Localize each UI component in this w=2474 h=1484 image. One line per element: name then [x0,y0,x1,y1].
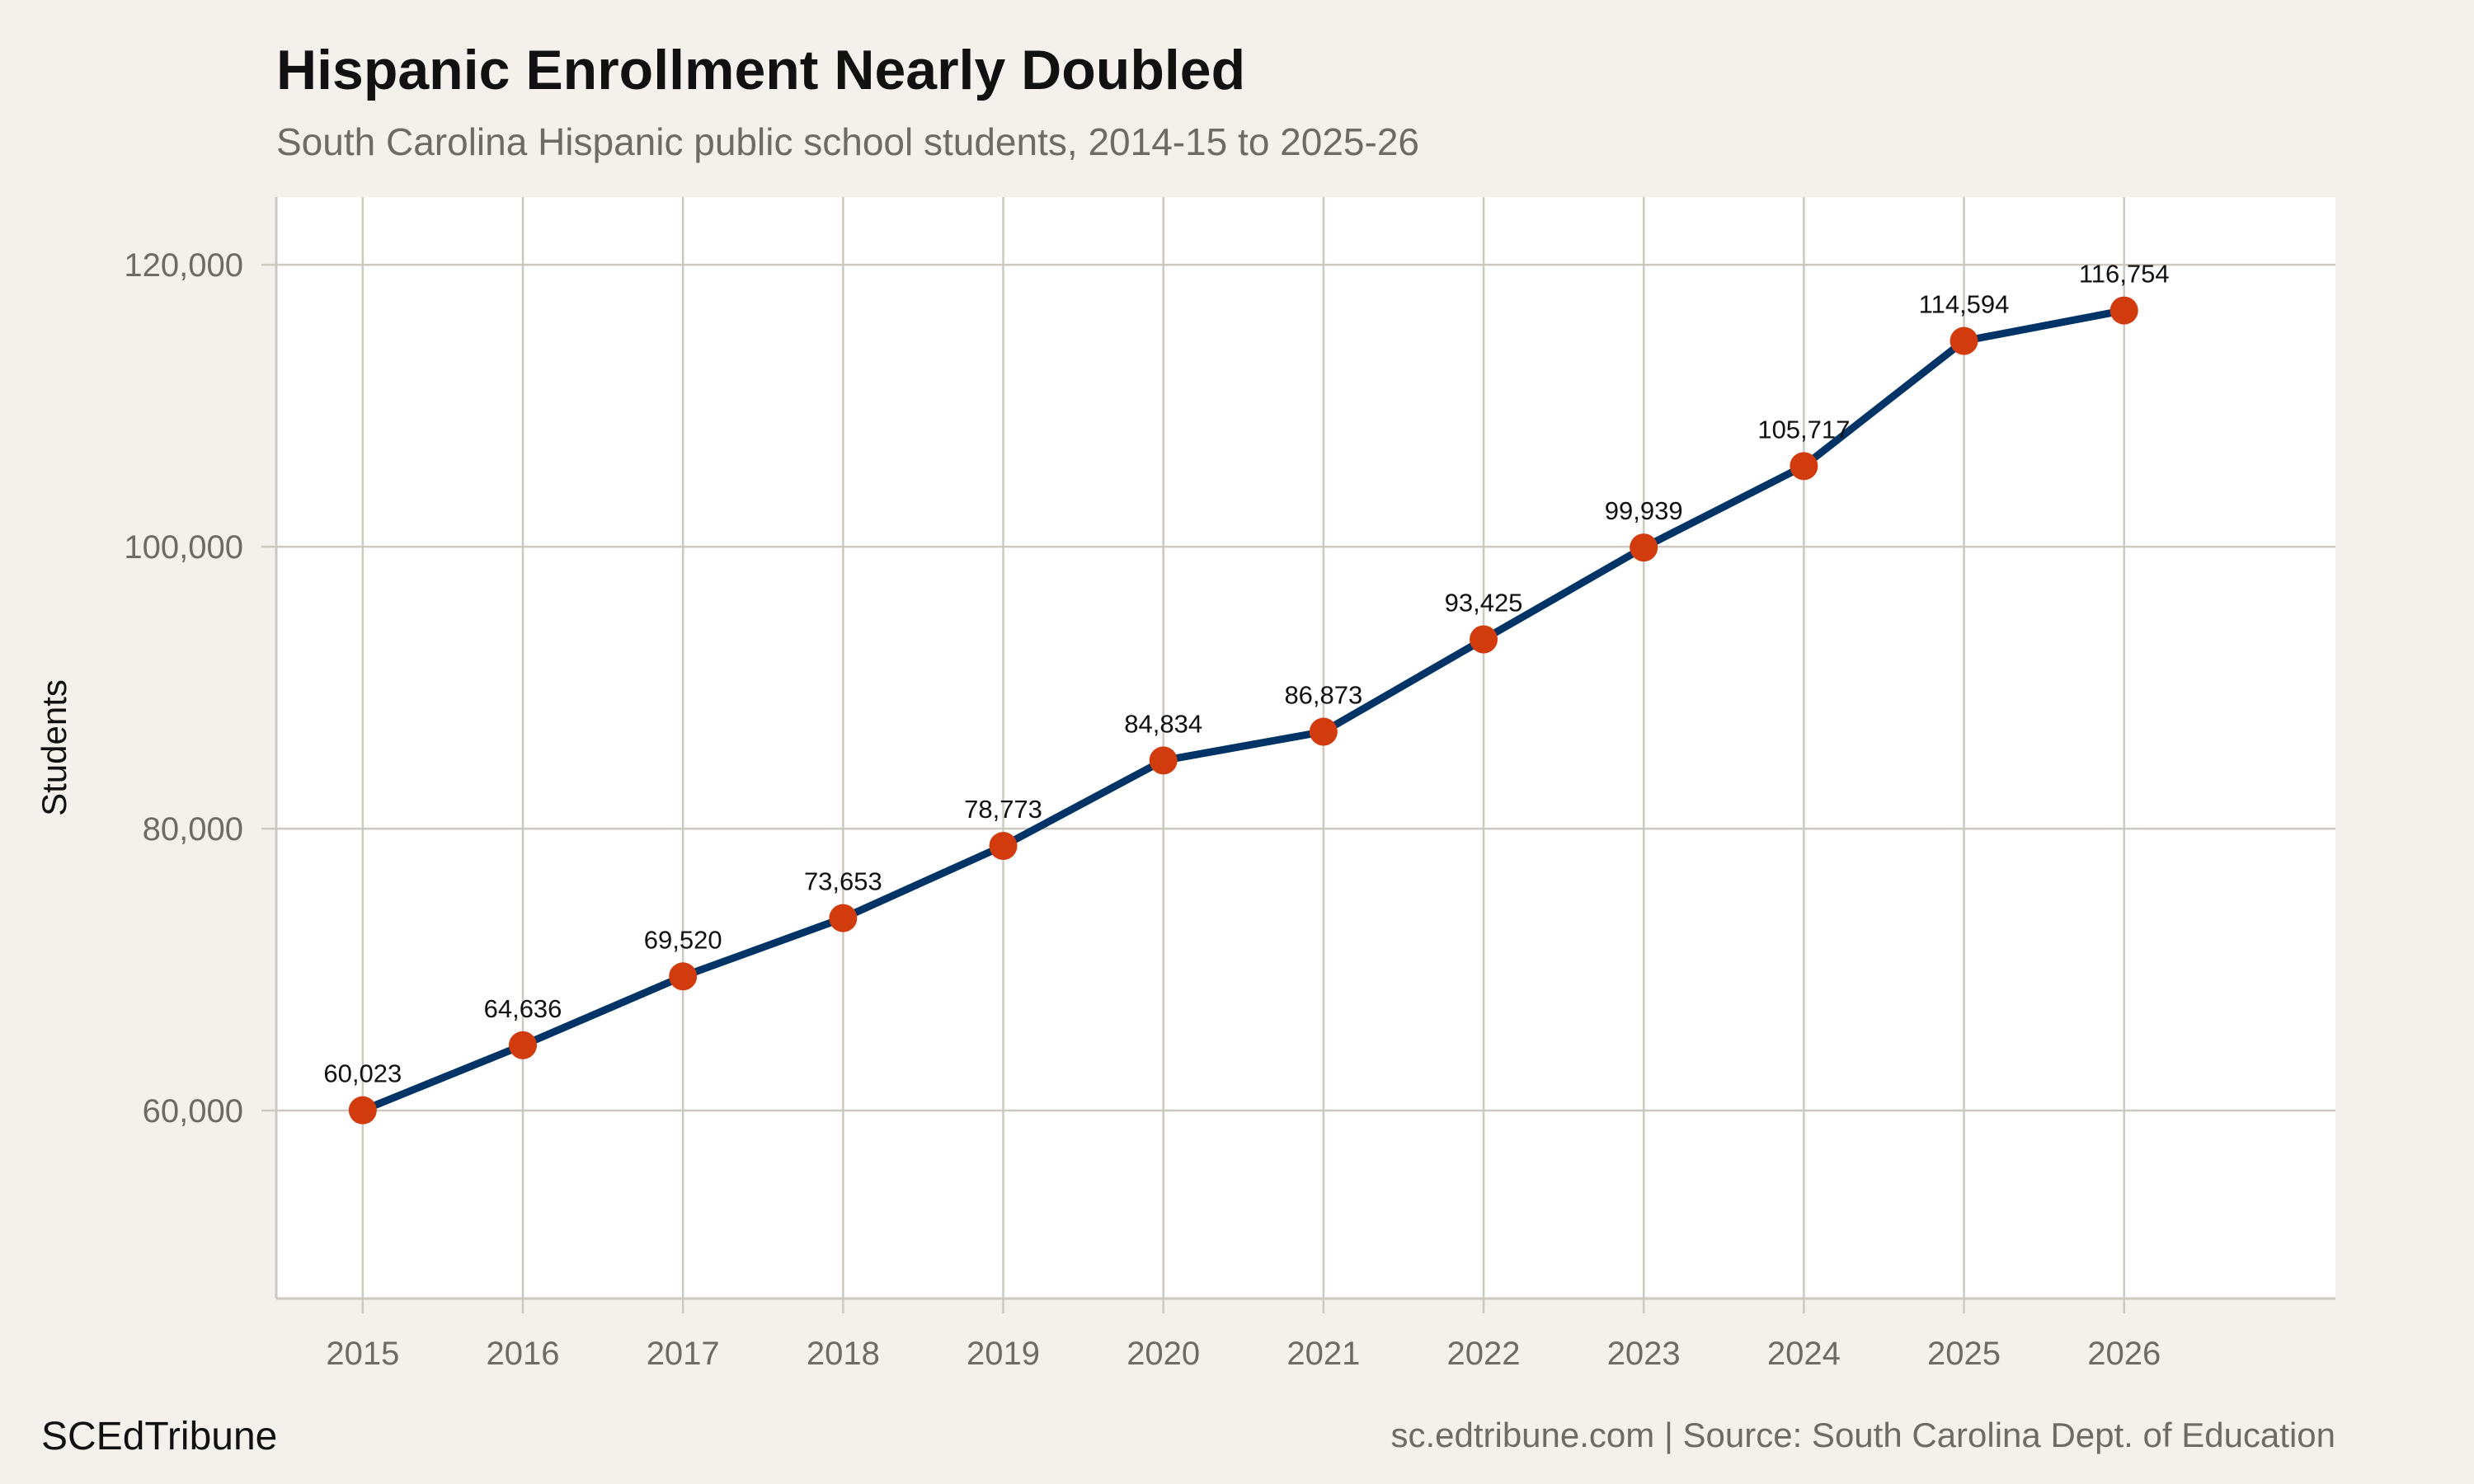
x-tick-label: 2018 [807,1336,880,1372]
data-label: 64,636 [484,994,562,1023]
series-line [361,307,2125,1114]
data-label: 78,773 [964,795,1042,824]
data-point [509,1031,538,1059]
data-point [1950,326,1978,355]
data-point [1149,746,1178,775]
data-label: 73,653 [804,867,882,896]
data-point [1470,625,1498,654]
x-tick-label: 2026 [2087,1336,2161,1372]
y-tick-label: 60,000 [143,1093,243,1129]
data-point [989,832,1018,861]
data-label: 116,754 [2079,260,2170,289]
y-axis-label: Students [35,679,73,816]
x-tick-label: 2017 [647,1336,720,1372]
x-tick-label: 2022 [1447,1336,1521,1372]
x-tick-label: 2025 [1927,1336,2001,1372]
x-tick-label: 2020 [1126,1336,1200,1372]
plot-panel [276,197,2335,1298]
data-label: 86,873 [1284,681,1362,710]
data-label: 60,023 [323,1059,402,1088]
data-point [1630,533,1658,562]
data-label: 99,939 [1605,496,1683,525]
data-label: 114,594 [1919,290,2010,319]
x-tick-label: 2024 [1767,1336,1841,1372]
brand-label: SCEdTribune [41,1415,278,1458]
data-label: 105,717 [1757,415,1850,444]
x-tick-label: 2016 [487,1336,560,1372]
data-point [829,904,858,932]
x-tick-label: 2023 [1607,1336,1681,1372]
x-tick-label: 2015 [326,1336,399,1372]
source-note: sc.edtribune.com | Source: South Carolin… [1390,1416,2335,1454]
data-point [348,1096,377,1125]
data-label: 84,834 [1124,709,1202,738]
data-label: 69,520 [644,925,722,954]
y-tick-label: 120,000 [124,247,243,284]
chart-title: Hispanic Enrollment Nearly Doubled [276,39,1246,101]
x-tick-label: 2019 [967,1336,1040,1372]
data-point [1790,452,1818,481]
data-label: 93,425 [1445,589,1523,618]
y-tick-label: 80,000 [143,811,243,848]
chart-subtitle: South Carolina Hispanic public school st… [276,120,1419,163]
data-point [1309,717,1338,746]
y-tick-label: 100,000 [124,529,243,566]
data-point [2109,296,2138,325]
data-point [669,962,698,991]
x-tick-label: 2021 [1286,1336,1360,1372]
